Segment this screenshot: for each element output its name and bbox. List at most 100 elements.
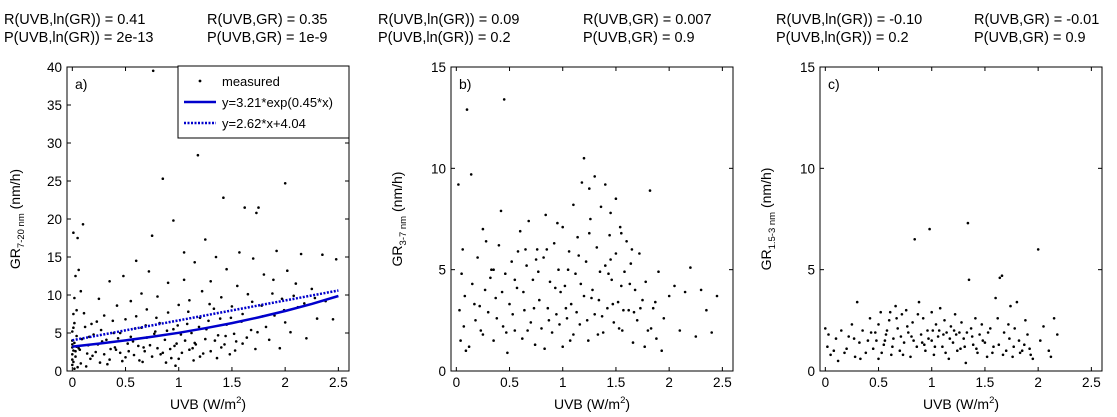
data-point bbox=[555, 313, 558, 316]
data-point bbox=[478, 304, 482, 308]
data-point bbox=[173, 344, 176, 348]
data-point bbox=[638, 252, 641, 255]
data-point bbox=[941, 345, 944, 349]
data-point bbox=[289, 330, 292, 334]
data-point bbox=[635, 319, 639, 322]
data-point bbox=[166, 281, 170, 285]
data-point bbox=[887, 319, 891, 322]
fit-line-linear bbox=[72, 289, 339, 342]
data-point bbox=[1023, 343, 1026, 347]
data-point bbox=[547, 319, 551, 322]
data-point bbox=[622, 308, 625, 312]
data-point bbox=[868, 317, 872, 320]
y-tick-label: 15 bbox=[800, 60, 815, 75]
data-point bbox=[827, 333, 830, 336]
y-tick-label: 0 bbox=[807, 364, 815, 379]
data-point bbox=[542, 256, 545, 259]
data-point bbox=[467, 345, 471, 349]
x-axis-label-end: ) bbox=[625, 396, 630, 412]
data-point bbox=[631, 341, 635, 344]
data-point bbox=[967, 278, 971, 282]
data-point bbox=[913, 238, 916, 241]
data-point bbox=[220, 346, 223, 349]
stat-line: R(UVB,ln(GR)) = 0.41 bbox=[4, 12, 145, 28]
data-point bbox=[220, 296, 223, 299]
data-point bbox=[190, 331, 193, 335]
data-point bbox=[465, 108, 469, 111]
data-point bbox=[991, 351, 994, 355]
data-point bbox=[72, 312, 75, 316]
data-point bbox=[510, 260, 513, 263]
data-point bbox=[471, 282, 474, 286]
data-point bbox=[228, 353, 232, 356]
data-point bbox=[140, 292, 143, 295]
data-point bbox=[213, 339, 217, 342]
data-point bbox=[958, 331, 961, 334]
y-axis-label-end: (nm/h) bbox=[7, 169, 23, 213]
data-point bbox=[628, 282, 632, 286]
y-tick-label: 15 bbox=[47, 250, 62, 265]
data-point bbox=[502, 98, 506, 101]
data-point bbox=[513, 329, 517, 332]
data-point bbox=[141, 360, 144, 364]
data-point bbox=[1056, 333, 1059, 336]
data-point bbox=[607, 272, 610, 276]
data-point bbox=[847, 335, 850, 338]
data-point bbox=[861, 329, 864, 332]
data-point bbox=[632, 310, 636, 314]
data-point bbox=[476, 256, 479, 259]
data-point bbox=[545, 248, 549, 251]
data-point bbox=[598, 270, 602, 274]
data-point bbox=[569, 302, 573, 306]
data-point bbox=[715, 294, 719, 298]
x-tick-label: 2 bbox=[281, 375, 289, 390]
data-point bbox=[257, 206, 260, 209]
data-point bbox=[495, 317, 499, 320]
data-point bbox=[534, 258, 538, 261]
data-point bbox=[236, 284, 239, 288]
x-axis-label-end: ) bbox=[994, 396, 999, 412]
data-point bbox=[1009, 304, 1012, 308]
data-point bbox=[474, 319, 477, 322]
data-point bbox=[944, 351, 947, 355]
data-point bbox=[853, 355, 857, 359]
data-point bbox=[75, 308, 78, 312]
data-point bbox=[90, 322, 93, 326]
data-point bbox=[917, 300, 921, 304]
data-point bbox=[620, 231, 623, 235]
data-point bbox=[267, 338, 271, 342]
data-point bbox=[915, 345, 919, 349]
data-point bbox=[113, 346, 117, 349]
panel-label: b) bbox=[459, 76, 471, 92]
y-tick-label: 20 bbox=[47, 212, 62, 227]
data-point bbox=[593, 313, 596, 316]
data-point bbox=[985, 355, 989, 359]
data-point bbox=[532, 306, 536, 310]
data-point bbox=[965, 331, 969, 334]
data-point bbox=[533, 343, 537, 347]
data-point bbox=[245, 336, 249, 339]
stat-line: R(UVB,ln(GR)) = 0.09 bbox=[378, 12, 519, 28]
data-point bbox=[845, 347, 848, 351]
data-point bbox=[558, 323, 561, 326]
data-point bbox=[76, 236, 79, 240]
stat-line: P(UVB,ln(GR)) = 0.2 bbox=[378, 30, 511, 46]
y-tick-label: 5 bbox=[54, 326, 62, 341]
x-tick-label: 1.5 bbox=[607, 375, 626, 390]
data-point bbox=[185, 322, 189, 326]
data-point bbox=[962, 337, 965, 340]
data-point bbox=[145, 308, 149, 311]
data-point bbox=[909, 355, 912, 359]
x-axis-label-end: ) bbox=[241, 396, 246, 412]
data-point bbox=[151, 69, 155, 73]
data-point bbox=[951, 341, 955, 344]
data-point bbox=[877, 357, 880, 361]
data-point bbox=[292, 294, 296, 298]
y-tick-label: 5 bbox=[807, 263, 815, 278]
data-point bbox=[94, 350, 97, 354]
data-point bbox=[974, 317, 977, 320]
data-point bbox=[315, 317, 319, 320]
y-axis-label-end: (nm/h) bbox=[758, 168, 774, 212]
data-point bbox=[597, 298, 601, 302]
data-point bbox=[463, 294, 467, 298]
